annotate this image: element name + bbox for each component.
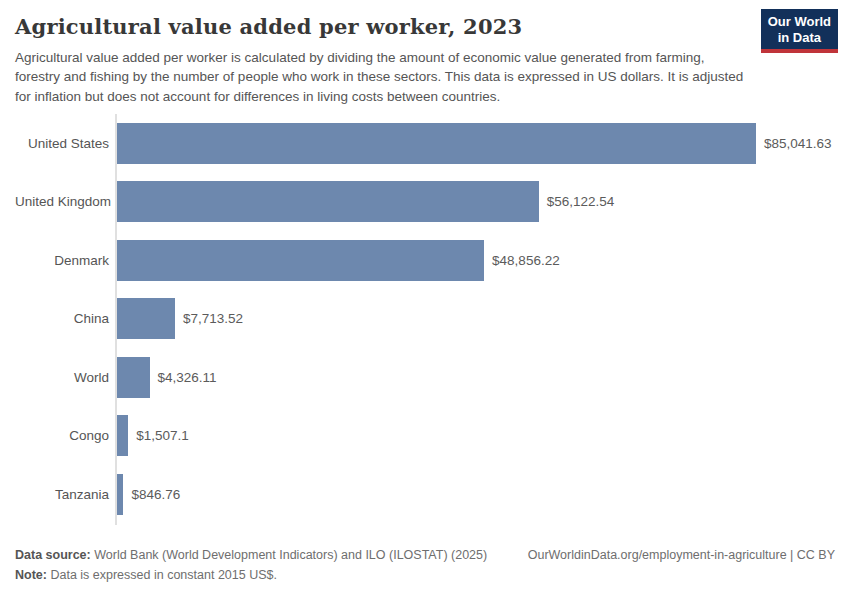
country-label: United Kingdom — [15, 194, 109, 209]
chart-title: Agricultural value added per worker, 202… — [15, 0, 835, 39]
data-source-text: World Bank (World Development Indicators… — [91, 548, 487, 562]
bar-row: Congo $1,507.1 — [15, 415, 835, 456]
country-label: China — [15, 311, 109, 326]
note-text: Data is expressed in constant 2015 US$. — [47, 568, 277, 582]
country-label: Denmark — [15, 253, 109, 268]
bar[interactable] — [117, 474, 123, 515]
bar[interactable] — [117, 298, 175, 339]
attribution-link[interactable]: OurWorldinData.org/employment-in-agricul… — [528, 546, 835, 565]
bar-track: $7,713.52 — [117, 298, 835, 339]
bar[interactable] — [117, 357, 150, 398]
bar-row: China $7,713.52 — [15, 298, 835, 339]
country-label: United States — [15, 136, 109, 151]
y-axis-line — [115, 114, 117, 525]
bar[interactable] — [117, 123, 756, 164]
bar-track: $56,122.54 — [117, 181, 835, 222]
data-source: Data source: World Bank (World Developme… — [15, 546, 487, 565]
bar-track: $846.76 — [117, 474, 835, 515]
bar-track: $4,326.11 — [117, 357, 835, 398]
chart-footer: Data source: World Bank (World Developme… — [15, 546, 835, 585]
bar-row: World $4,326.11 — [15, 357, 835, 398]
bar-track: $48,856.22 — [117, 240, 835, 281]
bar-row: Tanzania $846.76 — [15, 474, 835, 515]
value-label: $846.76 — [131, 487, 180, 502]
value-label: $1,507.1 — [136, 428, 189, 443]
bar[interactable] — [117, 181, 539, 222]
owid-logo: Our World in Data — [761, 9, 838, 53]
bar-rows: United States $85,041.63 United Kingdom … — [15, 123, 835, 515]
bar-row: United States $85,041.63 — [15, 123, 835, 164]
value-label: $56,122.54 — [547, 194, 615, 209]
bar-track: $85,041.63 — [117, 123, 835, 164]
bar[interactable] — [117, 415, 128, 456]
bar-track: $1,507.1 — [117, 415, 835, 456]
note-label: Note: — [15, 568, 47, 582]
chart-page: Agricultural value added per worker, 202… — [0, 0, 850, 600]
chart-subtitle: Agricultural value added per worker is c… — [15, 48, 750, 106]
bar-row: Denmark $48,856.22 — [15, 240, 835, 281]
country-label: World — [15, 370, 109, 385]
value-label: $7,713.52 — [183, 311, 243, 326]
bar-chart: United States $85,041.63 United Kingdom … — [15, 114, 835, 525]
value-label: $48,856.22 — [492, 253, 560, 268]
value-label: $4,326.11 — [158, 370, 217, 385]
country-label: Tanzania — [15, 487, 109, 502]
bar[interactable] — [117, 240, 484, 281]
owid-logo-line2: in Data — [768, 30, 831, 46]
country-label: Congo — [15, 428, 109, 443]
bar-row: United Kingdom $56,122.54 — [15, 181, 835, 222]
owid-logo-line1: Our World — [768, 14, 831, 30]
data-source-label: Data source: — [15, 548, 91, 562]
value-label: $85,041.63 — [764, 136, 832, 151]
note: Note: Data is expressed in constant 2015… — [15, 568, 277, 582]
